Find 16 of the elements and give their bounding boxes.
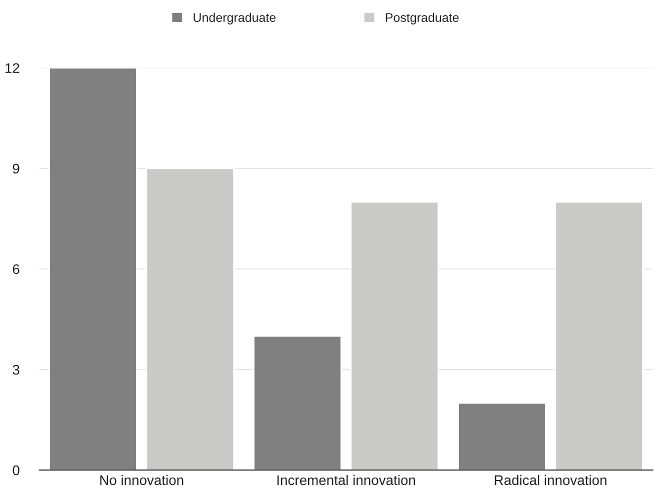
- bar: [554, 201, 644, 470]
- y-tick-label: 9: [12, 164, 20, 174]
- y-tick-label: 6: [12, 264, 20, 274]
- legend-label: Undergraduate: [194, 12, 276, 24]
- bar: [48, 68, 138, 470]
- bar: [146, 168, 235, 470]
- bar: [458, 402, 546, 470]
- x-tick-label: No innovation: [100, 474, 184, 486]
- bar: [253, 335, 342, 470]
- bar: [350, 201, 439, 470]
- x-tick-label: Radical innovation: [494, 474, 606, 486]
- x-tick-label: Incremental innovation: [277, 474, 416, 486]
- y-tick-label: 3: [12, 364, 20, 375]
- y-tick-label: 12: [6, 63, 20, 73]
- legend-label: Postgraduate: [386, 12, 459, 24]
- y-tick-label: 0: [12, 465, 20, 476]
